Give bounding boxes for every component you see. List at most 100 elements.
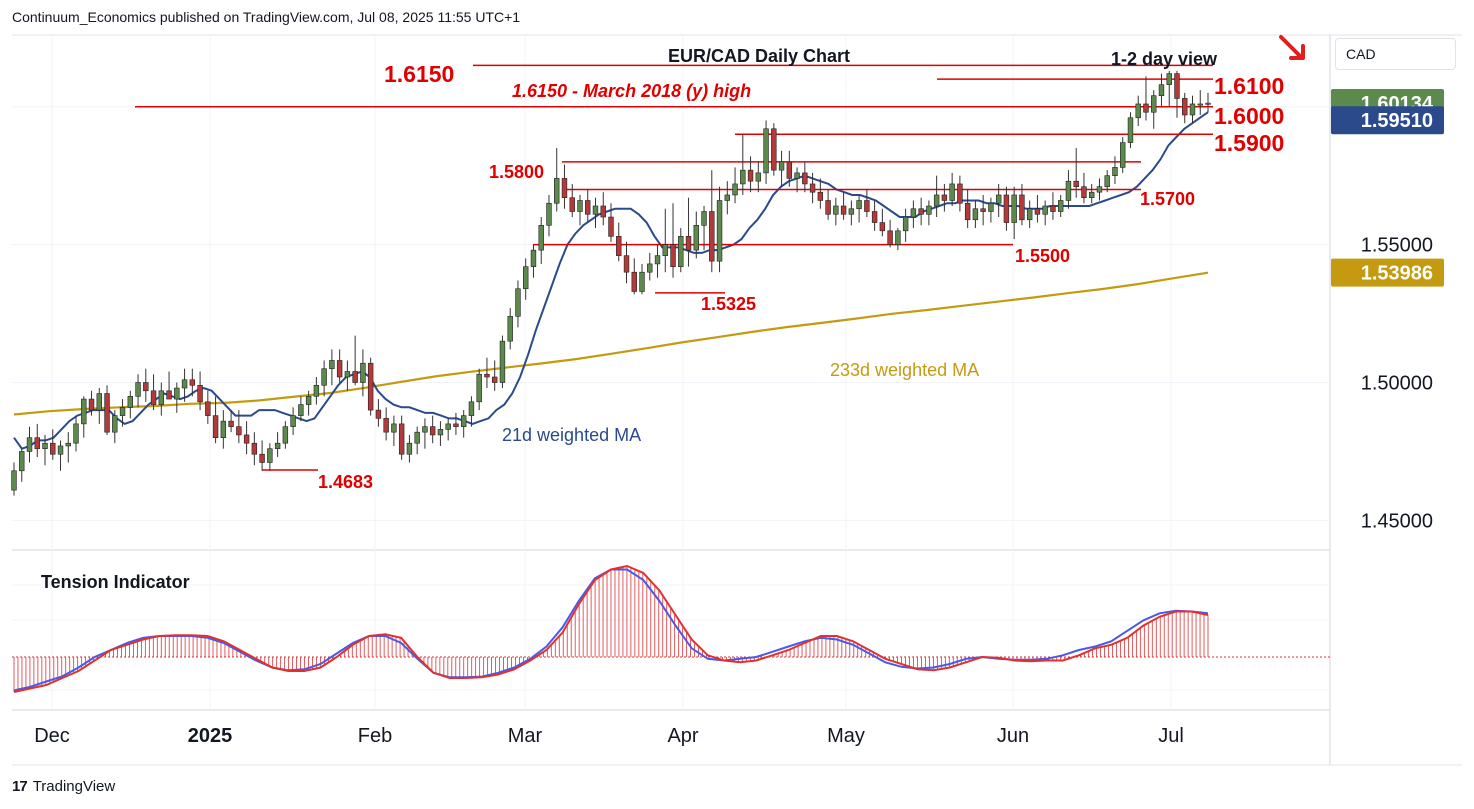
price-label-box (1331, 106, 1444, 135)
level-label-1-6100: 1.6100 (1214, 73, 1284, 99)
candle-body (414, 431, 420, 444)
candle-body (50, 442, 56, 455)
candle-body (1151, 95, 1157, 113)
candle-body (825, 200, 831, 215)
candle-body (251, 442, 258, 455)
candle-body (902, 216, 909, 232)
candle-body (1205, 102, 1211, 105)
candle-body (437, 429, 444, 436)
candle-body (554, 178, 560, 204)
x-tick-label: Jun (997, 725, 1029, 747)
candle-body (871, 211, 878, 223)
annotation-march-2018-high: 1.6150 - March 2018 (y) high (512, 81, 751, 101)
candle-body (995, 194, 1002, 204)
candle-body (747, 169, 754, 182)
candle-body (26, 437, 33, 452)
level-label-1-5500: 1.5500 (1015, 246, 1070, 266)
grid (12, 34, 1462, 766)
footer-brand[interactable]: 17 TradingView (12, 778, 115, 795)
candle-body (282, 426, 289, 444)
tradingview-wordmark: TradingView (32, 778, 116, 795)
levels-group (135, 64, 1213, 471)
candles-group (11, 70, 1211, 496)
candle-body (150, 390, 157, 405)
ma21-line-group (13, 111, 1209, 450)
level-label-1-5325: 1.5325 (701, 294, 756, 314)
candle-body (158, 390, 165, 405)
candle-body (817, 191, 824, 201)
candle-body (189, 379, 196, 386)
candle-body (1112, 167, 1118, 176)
candle-body (468, 401, 475, 416)
candle-body (1120, 142, 1126, 168)
candle-body (887, 230, 893, 245)
candle-body (523, 266, 529, 290)
candle-body (88, 398, 95, 411)
candle-body (1050, 205, 1056, 212)
candle-body (1057, 200, 1064, 212)
candle-body (19, 451, 25, 472)
candle-body (352, 371, 358, 383)
chart-subtitle: 1-2 day view (1111, 49, 1218, 69)
annotation-ma233: 233d weighted MA (830, 360, 979, 380)
level-label-1-5800: 1.5800 (489, 162, 544, 182)
level-label-1-5700: 1.5700 (1140, 189, 1195, 209)
candle-body (484, 373, 490, 378)
candle-body (1174, 73, 1180, 99)
candle-body (1026, 208, 1033, 221)
candle-body (794, 172, 800, 179)
candle-body (585, 200, 591, 215)
candle-body (608, 216, 614, 237)
candle-body (1158, 84, 1165, 96)
candle-body (174, 387, 180, 400)
currency-selector[interactable]: CAD (1335, 38, 1456, 70)
chart-title: EUR/CAD Daily Chart (668, 46, 850, 66)
y-tick-label: 1.55000 (1361, 235, 1433, 257)
candle-body (592, 205, 599, 215)
ma21-line (13, 111, 1209, 450)
candle-body (220, 420, 227, 438)
price-label-text: 1.59510 (1361, 110, 1433, 132)
candle-body (290, 415, 296, 427)
candle-body (716, 200, 723, 262)
tension-indicator-label: Tension Indicator (41, 572, 190, 592)
tension-indicator-group: Tension Indicator (12, 564, 1330, 693)
candle-body (313, 384, 320, 397)
candle-body (73, 423, 79, 444)
x-tick-label: 2025 (188, 725, 233, 747)
candle-body (616, 236, 622, 256)
down-arrow-icon (1279, 35, 1305, 60)
candle-body (856, 200, 862, 210)
candle-body (96, 393, 102, 411)
price-label-text: 1.53986 (1361, 263, 1433, 285)
candle-body (143, 382, 149, 392)
candle-body (662, 244, 668, 256)
candle-body (491, 376, 498, 383)
candle-body (499, 340, 506, 383)
candle-body (81, 398, 87, 425)
candle-body (336, 360, 343, 378)
publisher-header: Continuum_Economics published on Trading… (12, 9, 521, 25)
candle-body (205, 401, 211, 416)
candle-body (1166, 73, 1172, 85)
candle-body (988, 202, 994, 212)
candle-body (119, 407, 126, 416)
candle-body (833, 205, 839, 215)
candle-body (375, 409, 382, 419)
y-tick-label: 1.45000 (1361, 510, 1433, 532)
candle-body (732, 183, 738, 196)
ti-value-line (13, 564, 1209, 693)
candle-body (1088, 191, 1095, 199)
candle-body (1034, 208, 1041, 215)
axis-group: 1.550001.500001.450001.601341.595101.539… (34, 89, 1444, 747)
candle-body (1189, 103, 1196, 116)
candle-body (329, 360, 335, 370)
ma233-line-group (13, 271, 1209, 416)
candle-body (112, 415, 118, 433)
candle-body (1019, 194, 1025, 221)
candle-body (515, 288, 521, 317)
candle-body (763, 128, 769, 174)
candle-body (344, 371, 351, 378)
candle-body (895, 230, 901, 245)
